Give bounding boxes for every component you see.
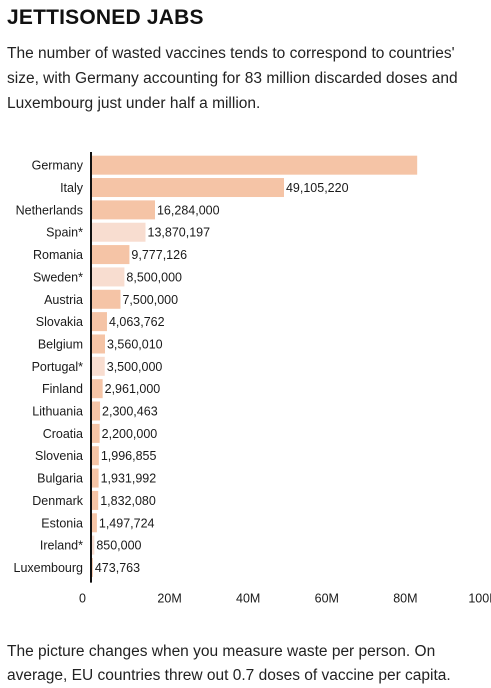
bar-lithuania (91, 401, 101, 421)
data-label: 3,500,000 (107, 360, 163, 374)
x-tick-label: 100M (468, 592, 491, 606)
bar-chart: Germany Italy 49,105,220 Netherlands 16,284,… (14, 152, 491, 606)
bar-ireland (91, 535, 95, 555)
bar-portugal (91, 356, 105, 376)
category-label: Austria (44, 293, 83, 307)
bar-slovenia (91, 446, 99, 466)
x-tick-label: 0 (79, 592, 86, 606)
bar-sweden (91, 267, 125, 287)
data-label: 2,300,463 (102, 405, 158, 419)
bar-romania (91, 245, 130, 265)
category-label: Slovakia (36, 315, 83, 329)
data-label: 1,832,080 (100, 494, 156, 508)
data-label: 850,000 (96, 539, 141, 553)
chart-title: JETTISONED JABS (7, 6, 204, 29)
data-label: 473,763 (95, 561, 140, 575)
data-label: 1,497,724 (99, 516, 155, 530)
x-tick-label: 40M (236, 592, 260, 606)
category-label: Estonia (41, 516, 83, 530)
x-tick-label: 60M (315, 592, 339, 606)
data-label: 13,870,197 (148, 226, 211, 240)
bar-finland (91, 379, 103, 399)
bar-slovakia (91, 312, 107, 332)
category-label: Romania (33, 248, 83, 262)
bar-estonia (91, 513, 97, 533)
bar-bulgaria (91, 468, 99, 488)
bar-italy (91, 178, 284, 198)
bar-netherlands (91, 200, 155, 220)
category-label: Portugal* (32, 360, 84, 374)
data-label: 2,200,000 (102, 427, 158, 441)
bar-denmark (91, 490, 99, 510)
data-label: 49,105,220 (286, 181, 349, 195)
category-label: Finland (42, 382, 83, 396)
category-label: Croatia (43, 427, 83, 441)
category-label: Luxembourg (14, 561, 84, 575)
category-label: Slovenia (35, 449, 83, 463)
chart-subtitle: The number of wasted vaccines tends to c… (7, 45, 458, 112)
x-tick-label: 20M (157, 592, 181, 606)
data-label: 8,500,000 (126, 270, 182, 284)
category-label: Belgium (38, 337, 83, 351)
category-label: Denmark (32, 494, 83, 508)
bar-germany (91, 155, 418, 175)
category-label: Bulgaria (37, 472, 83, 486)
data-label: 4,063,762 (109, 315, 165, 329)
data-label: 2,961,000 (105, 382, 161, 396)
footer-text: The picture changes when you measure was… (7, 643, 451, 684)
category-label: Ireland* (40, 539, 83, 553)
data-label: 1,996,855 (101, 449, 157, 463)
data-label: 3,560,010 (107, 337, 163, 351)
category-label: Lithuania (32, 405, 83, 419)
category-label: Spain* (46, 226, 83, 240)
x-tick-label: 80M (393, 592, 417, 606)
bar-croatia (91, 423, 100, 443)
bar-spain (91, 222, 146, 242)
bar-belgium (91, 334, 105, 354)
bar-austria (91, 289, 121, 309)
data-label: 16,284,000 (157, 203, 220, 217)
category-label: Netherlands (16, 203, 83, 217)
category-label: Germany (32, 159, 84, 173)
data-label: 7,500,000 (122, 293, 178, 307)
data-label: 9,777,126 (131, 248, 187, 262)
category-label: Italy (60, 181, 84, 195)
data-label: 1,931,992 (101, 472, 157, 486)
category-label: Sweden* (33, 270, 83, 284)
